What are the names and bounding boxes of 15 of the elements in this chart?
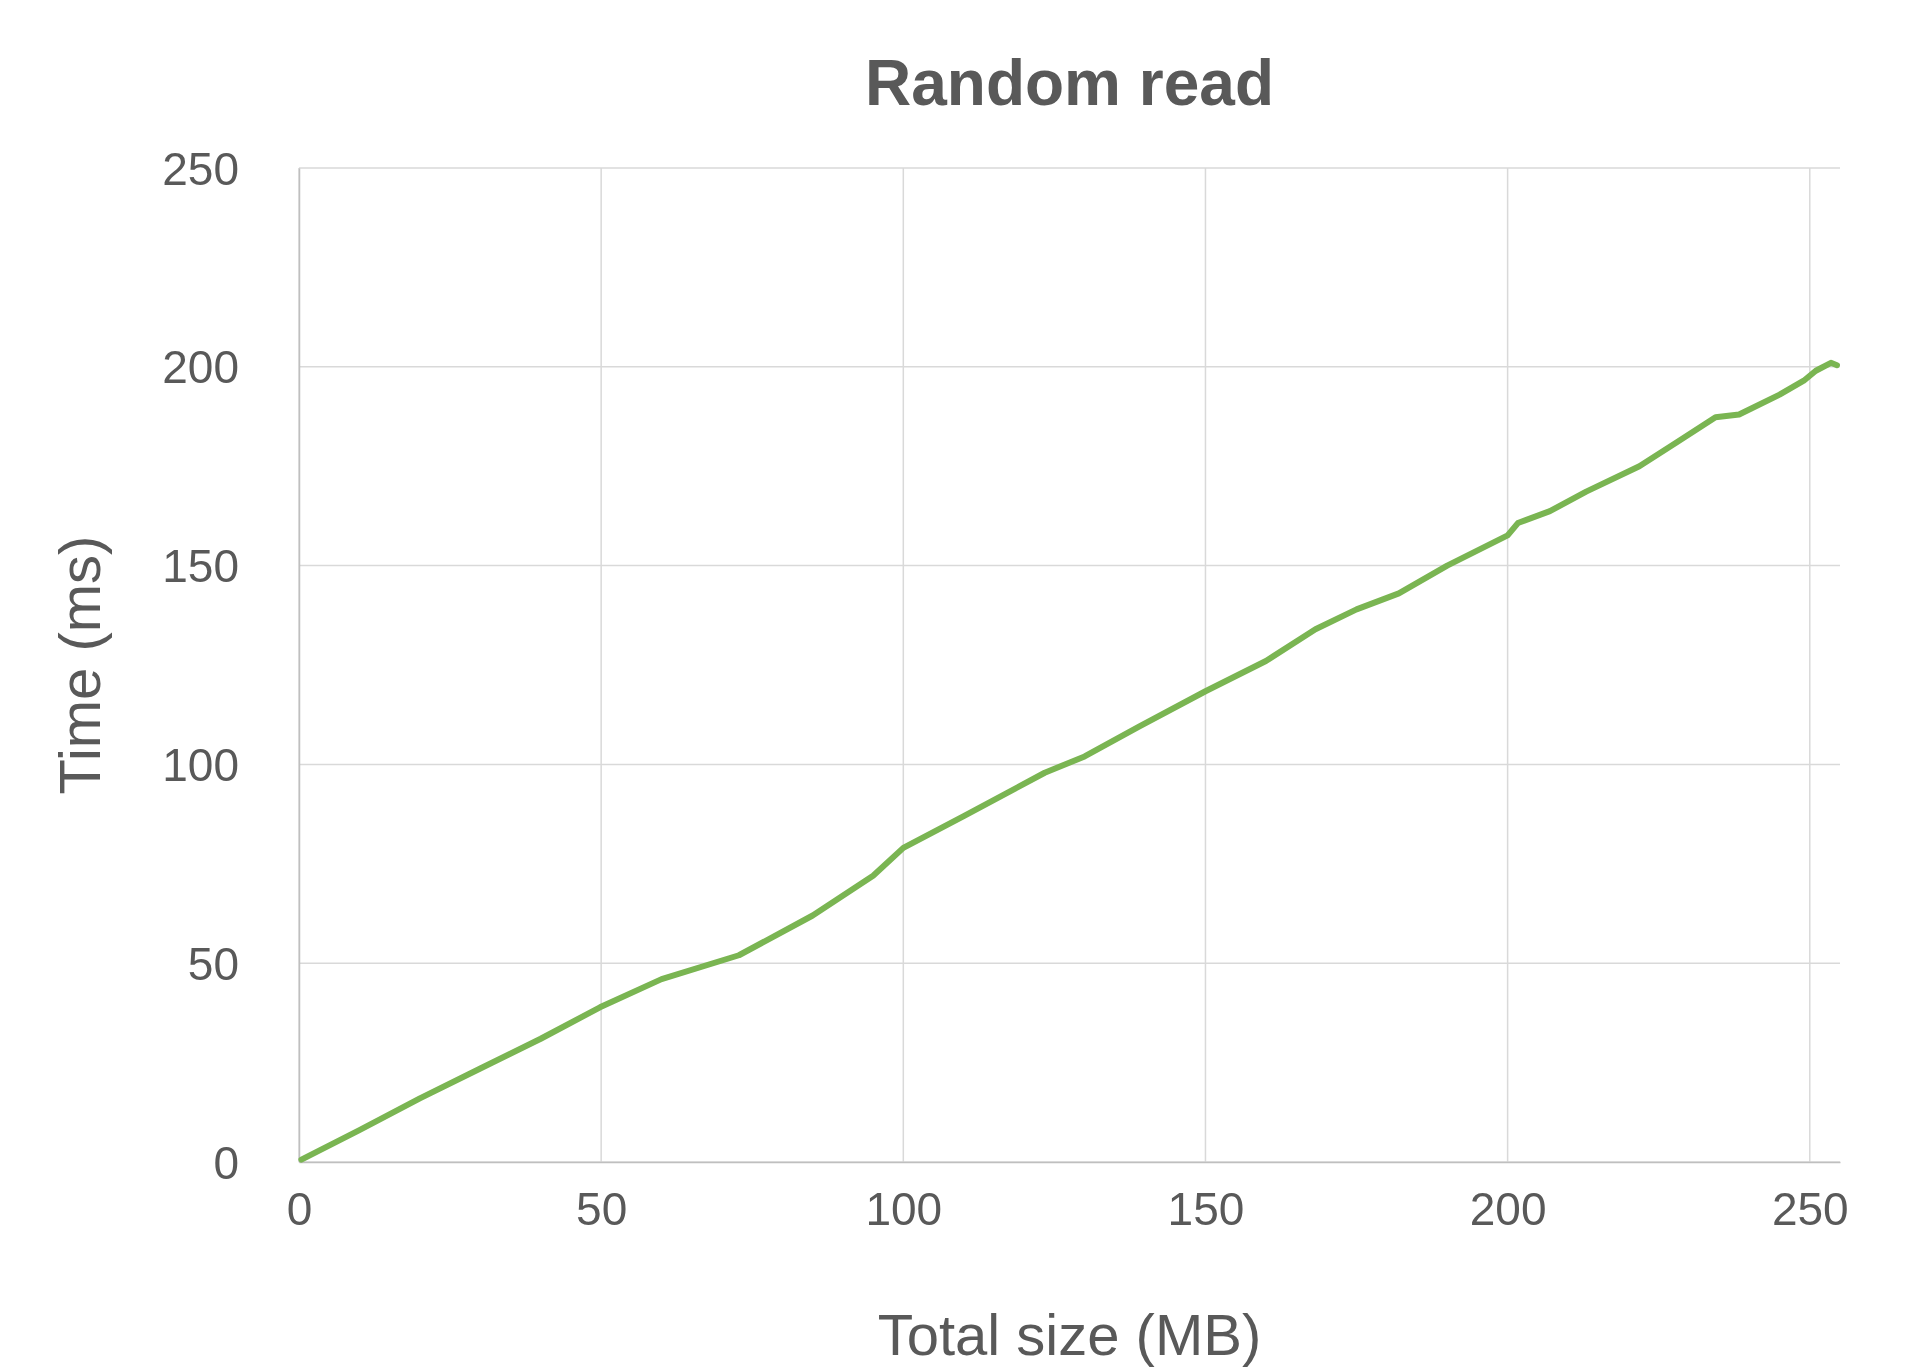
y-tick-label: 200 <box>162 341 239 394</box>
y-tick-label: 50 <box>187 937 239 990</box>
y-tick-label: 250 <box>162 142 239 195</box>
y-axis-title: Time (ms) <box>47 535 112 795</box>
x-tick-label: 250 <box>1771 1182 1849 1235</box>
y-tick-label: 100 <box>162 739 239 791</box>
x-tick-label: 100 <box>865 1182 943 1235</box>
x-axis-title: Total size (MB) <box>877 1302 1262 1367</box>
chart-title: Random read <box>865 47 1274 119</box>
y-tick-label: 0 <box>213 1136 239 1189</box>
x-tick-label: 0 <box>286 1182 313 1235</box>
y-tick-label: 150 <box>162 540 239 593</box>
x-tick-label: 150 <box>1167 1182 1245 1235</box>
x-tick-label: 200 <box>1469 1182 1547 1235</box>
x-tick-label: 50 <box>576 1182 628 1235</box>
